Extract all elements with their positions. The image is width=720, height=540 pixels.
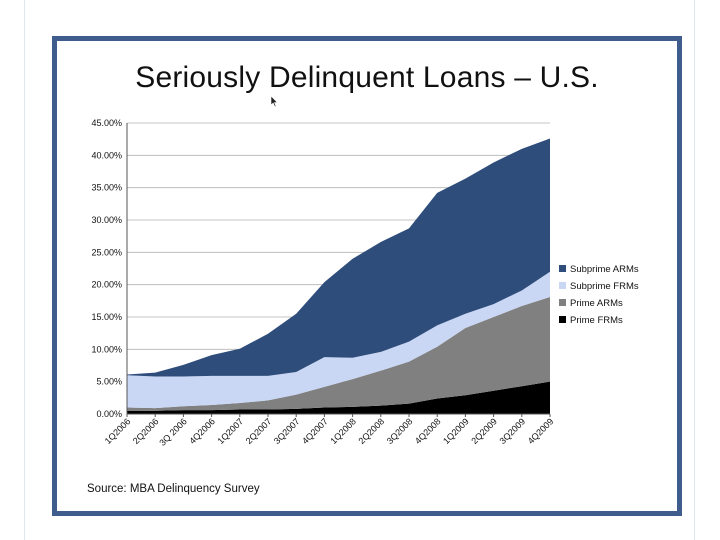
y-tick-label: 35.00% <box>91 183 122 193</box>
y-tick-label: 0.00% <box>96 409 122 419</box>
y-tick-label: 30.00% <box>91 215 122 225</box>
legend: Subprime ARMs Subprime FRMs Prime ARMs Prim… <box>559 264 639 326</box>
legend-label: Subprime FRMs <box>570 281 639 292</box>
delinquency-chart: 0.00% 5.00% 10.00% 15.00% 20.00% 25.00% 30.00%… <box>91 118 639 448</box>
source-note: Source: MBA Delinquency Survey <box>87 483 260 495</box>
legend-swatch <box>559 282 566 289</box>
x-tick-label: 3Q 2006 <box>157 416 188 447</box>
slide-frame: Seriously Delinquent Loans – U.S. 0.00% 5… <box>52 36 682 516</box>
x-tick-label: 4Q2006 <box>187 416 217 446</box>
x-tick-label: 2Q2007 <box>244 416 274 446</box>
x-tick-label: 4Q2008 <box>413 416 443 446</box>
legend-label: Prime ARMs <box>570 298 623 309</box>
y-tick-labels: 0.00% 5.00% 10.00% 15.00% 20.00% 25.00% 30.00%… <box>91 118 122 419</box>
stacked-areas <box>127 138 550 414</box>
x-tick-label: 2Q2009 <box>469 416 499 446</box>
right-page-guide <box>694 0 695 540</box>
area-subprime-arms <box>127 138 550 377</box>
y-tick-label: 40.00% <box>91 150 122 160</box>
x-tick-label: 3Q2008 <box>385 416 415 446</box>
x-tick-label: 2Q2008 <box>356 416 386 446</box>
legend-swatch <box>559 316 566 323</box>
y-tick-label: 15.00% <box>91 312 122 322</box>
y-tick-label: 25.00% <box>91 247 122 257</box>
x-tick-label: 1Q2009 <box>441 416 471 446</box>
y-tick-label: 10.00% <box>91 344 122 354</box>
legend-label: Subprime ARMs <box>570 264 639 275</box>
area-prime-arms <box>127 296 550 411</box>
axes <box>126 123 551 417</box>
y-tick-label: 5.00% <box>96 377 122 387</box>
x-tick-label: 4Q2007 <box>300 416 330 446</box>
y-tick-label: 20.00% <box>91 280 122 290</box>
x-tick-label: 3Q2009 <box>497 416 527 446</box>
legend-swatch <box>559 299 566 306</box>
x-tick-label: 4Q2009 <box>526 416 556 446</box>
area-subprime-frms <box>127 271 550 409</box>
left-page-guide <box>24 0 25 540</box>
legend-swatch <box>559 265 566 272</box>
x-tick-label: 2Q2006 <box>131 416 161 446</box>
x-tick-label: 1Q2006 <box>103 416 133 446</box>
slide-title: Seriously Delinquent Loans – U.S. <box>135 61 599 94</box>
x-tick-label: 1Q2008 <box>328 416 358 446</box>
area-prime-frms <box>127 381 550 414</box>
legend-label: Prime FRMs <box>570 315 623 326</box>
x-tick-label: 1Q2007 <box>215 416 245 446</box>
y-tick-label: 45.00% <box>91 118 122 128</box>
mouse-cursor-icon <box>271 96 279 108</box>
x-tick-label: 3Q2007 <box>272 416 302 446</box>
